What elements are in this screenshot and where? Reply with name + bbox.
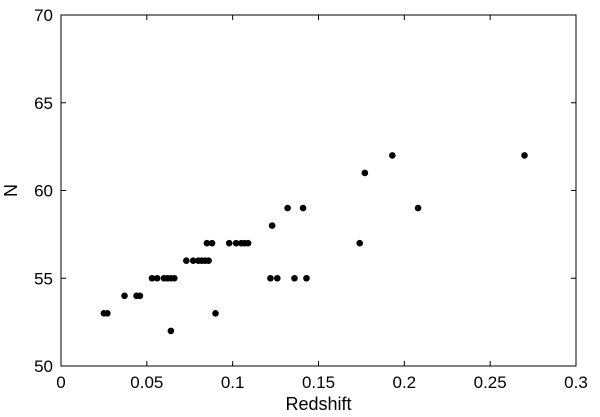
x-axis-label: Redshift (285, 394, 351, 414)
data-point (121, 292, 128, 300)
data-point (203, 239, 211, 247)
data-point (183, 257, 190, 265)
x-tick-label: 0.05 (130, 373, 163, 392)
data-point (189, 257, 197, 265)
data-point (104, 310, 111, 317)
data-point (171, 274, 178, 282)
data-point (303, 274, 310, 282)
data-point (268, 222, 276, 229)
data-point (167, 327, 175, 335)
x-tick-label: 0.25 (474, 373, 507, 392)
data-point (291, 274, 298, 282)
data-point (244, 239, 252, 247)
y-tick-label: 65 (34, 94, 53, 113)
data-point (284, 204, 291, 212)
data-point (208, 239, 216, 247)
y-tick-label: 60 (34, 182, 53, 201)
x-tick-label: 0.3 (564, 373, 588, 392)
data-point (212, 310, 219, 317)
data-point (356, 239, 364, 247)
data-point (205, 257, 212, 265)
tick-labels-layer: 0 0.05 0.1 0.15 0.2 0.25 0.3 50 55 60 65 70 (34, 6, 588, 392)
data-point (267, 274, 274, 282)
y-tick-label: 50 (34, 357, 53, 376)
data-point (136, 292, 144, 300)
data-point (414, 204, 422, 212)
y-tick-label: 55 (34, 269, 53, 288)
data-point (389, 152, 396, 159)
data-point (148, 274, 156, 282)
y-axis-label: N (1, 184, 21, 197)
x-tick-label: 0 (56, 373, 65, 392)
data-point (232, 239, 240, 247)
data-point (153, 274, 161, 282)
x-tick-label: 0.15 (302, 373, 335, 392)
data-point (521, 152, 528, 159)
data-point (299, 204, 307, 212)
data-point (225, 239, 233, 247)
plot-frame (60, 14, 577, 367)
points-layer (100, 152, 528, 335)
ticks-layer (60, 14, 577, 367)
data-point (274, 274, 281, 282)
data-point (361, 169, 369, 177)
x-tick-label: 0.1 (221, 373, 245, 392)
x-tick-label: 0.2 (393, 373, 417, 392)
y-tick-label: 70 (34, 6, 53, 25)
